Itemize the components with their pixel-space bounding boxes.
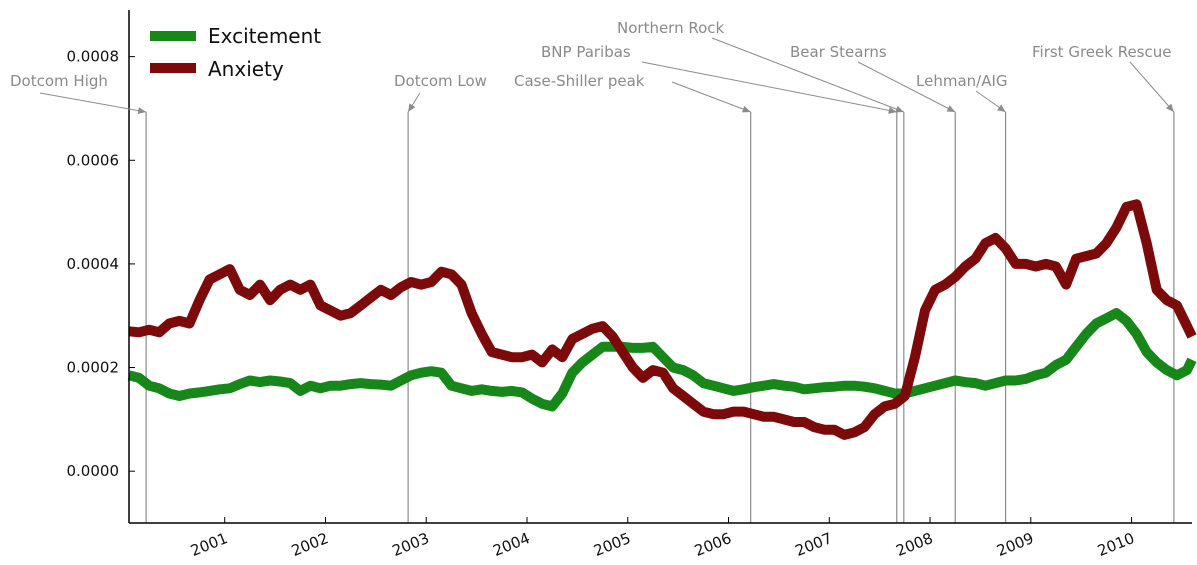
series-line-anxiety xyxy=(128,199,1197,440)
y-tick-label: 0.0004 xyxy=(67,255,120,273)
event-arrow-head xyxy=(997,104,1006,112)
event-label: First Greek Rescue xyxy=(1032,43,1171,61)
event-label: Northern Rock xyxy=(617,19,725,37)
event-arrow-head xyxy=(1165,103,1174,112)
event-labels: Dotcom High Dotcom Low Case-Shiller peak BN… xyxy=(10,19,1175,115)
event-label: Lehman/AIG xyxy=(916,72,1008,90)
event-label: Bear Stearns xyxy=(790,43,887,61)
series-lines xyxy=(127,199,1197,440)
y-tick-label: 0.0006 xyxy=(67,151,120,169)
event-label: Dotcom Low xyxy=(394,72,487,90)
event-arrow-head xyxy=(408,103,416,112)
x-tick-label: 2007 xyxy=(793,529,835,560)
x-tick-label: 2004 xyxy=(490,529,532,560)
x-tick-label: 2002 xyxy=(289,529,331,560)
y-ticks: 0.0000 0.0002 0.0004 0.0006 0.0008 xyxy=(67,48,135,480)
x-tick-label: 2009 xyxy=(994,529,1036,560)
event-leader-line xyxy=(39,92,147,113)
event-leader-line xyxy=(1129,61,1175,113)
event-label: Dotcom High xyxy=(10,72,108,90)
x-tick-label: 2003 xyxy=(390,529,432,560)
legend-label-excitement: Excitement xyxy=(208,24,321,48)
event-arrow-head xyxy=(895,105,904,113)
event-leader-line xyxy=(711,37,905,113)
x-tick-label: 2008 xyxy=(893,529,935,560)
event-markers xyxy=(145,112,1175,523)
legend-label-anxiety: Anxiety xyxy=(208,57,284,81)
event-arrow-head xyxy=(888,107,897,114)
x-tick-label: 2005 xyxy=(591,529,633,560)
x-tick-label: 2010 xyxy=(1095,529,1137,560)
event-label: BNP Paribas xyxy=(541,43,631,61)
x-tick-label: 2006 xyxy=(692,529,734,560)
series-line-excitement xyxy=(127,308,1197,412)
y-tick-label: 0.0002 xyxy=(67,359,120,377)
axes xyxy=(128,10,1192,524)
x-tick-label: 2001 xyxy=(188,529,230,560)
y-tick-label: 0.0000 xyxy=(67,462,120,480)
event-arrow-head xyxy=(946,105,956,112)
y-tick-label: 0.0008 xyxy=(67,48,120,66)
event-leader-line xyxy=(857,61,956,113)
event-label: Case-Shiller peak xyxy=(514,72,645,90)
event-arrow-head xyxy=(137,107,147,115)
event-leader-line xyxy=(641,61,897,113)
event-arrow-head xyxy=(741,105,751,113)
legend: Excitement Anxiety xyxy=(150,24,321,81)
event-leader-line xyxy=(671,81,751,113)
